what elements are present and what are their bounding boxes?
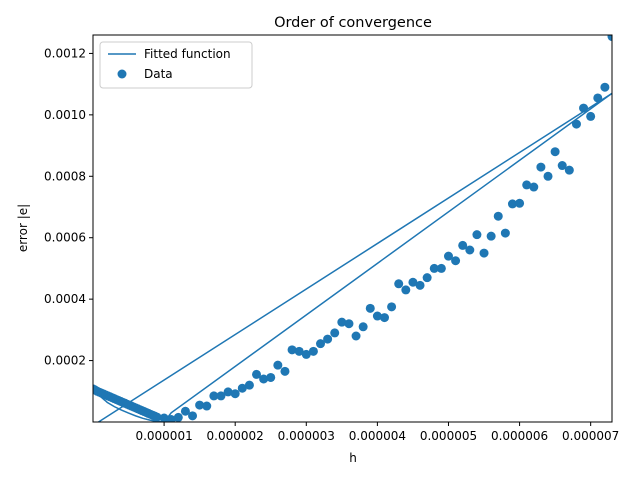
- legend-label-data: Data: [144, 67, 173, 81]
- data-point: [579, 103, 589, 113]
- data-point: [401, 285, 411, 295]
- data-point: [564, 165, 574, 175]
- x-tick-label: 0.000007: [562, 429, 619, 443]
- legend: Fitted function Data: [99, 41, 253, 89]
- data-point: [209, 391, 219, 401]
- data-point: [351, 331, 361, 341]
- data-point: [429, 263, 439, 273]
- data-point: [287, 345, 297, 355]
- data-point: [230, 389, 240, 399]
- plot-area: [92, 34, 613, 423]
- data-point: [458, 240, 468, 250]
- data-point: [586, 111, 596, 121]
- data-point: [479, 248, 489, 258]
- data-point: [337, 317, 347, 327]
- data-point: [166, 415, 176, 422]
- data-point: [600, 82, 610, 92]
- legend-marker-swatch: [117, 69, 127, 79]
- data-point: [294, 346, 304, 356]
- y-axis: 0.0002 0.0004 0.0006 0.0008 0.0010 0.0012: [44, 46, 93, 368]
- x-tick-label: 0.000002: [207, 429, 264, 443]
- data-point: [188, 411, 198, 421]
- data-point: [259, 374, 269, 384]
- data-point: [557, 161, 567, 171]
- data-point: [344, 319, 354, 329]
- y-tick-label: 0.0006: [44, 231, 86, 245]
- data-point: [159, 413, 169, 422]
- data-point: [152, 412, 162, 422]
- data-point: [472, 230, 482, 240]
- data-point: [550, 147, 560, 157]
- legend-box: [99, 41, 253, 89]
- data-point: [365, 303, 375, 313]
- y-tick-label: 0.0010: [44, 108, 86, 122]
- data-point: [173, 412, 183, 422]
- data-point: [408, 277, 418, 287]
- y-tick-label: 0.0012: [44, 46, 86, 60]
- data-point: [536, 162, 546, 172]
- data-point: [436, 263, 446, 273]
- data-point: [372, 311, 382, 321]
- data-point: [451, 256, 461, 266]
- x-tick-label: 0.000003: [278, 429, 335, 443]
- x-axis: 0.000001 0.000002 0.000003 0.000004 0.000005…: [135, 422, 619, 443]
- data-point: [323, 334, 333, 344]
- data-point: [301, 349, 311, 359]
- data-point: [266, 372, 276, 382]
- data-point: [529, 182, 539, 192]
- x-tick-label: 0.000005: [420, 429, 477, 443]
- data-point: [280, 366, 290, 376]
- data-point: [415, 280, 425, 290]
- data-point: [486, 231, 496, 241]
- data-point: [252, 369, 262, 379]
- y-tick-label: 0.0008: [44, 169, 86, 183]
- y-tick-label: 0.0004: [44, 292, 86, 306]
- data-point: [394, 279, 404, 289]
- data-point: [237, 383, 247, 393]
- plot-background: [93, 35, 612, 422]
- data-point: [500, 228, 510, 238]
- data-point: [202, 401, 212, 411]
- data-point: [543, 171, 553, 181]
- data-point: [244, 380, 254, 390]
- y-tick-label: 0.0002: [44, 354, 86, 368]
- chart-title: Order of convergence: [274, 15, 432, 31]
- data-point: [195, 400, 205, 410]
- data-point: [422, 273, 432, 283]
- fitted-function-line: [97, 92, 612, 422]
- data-point: [358, 322, 368, 332]
- data-point: [571, 119, 581, 129]
- x-tick-label: 0.000004: [349, 429, 406, 443]
- data-point: [515, 198, 525, 208]
- data-point: [522, 180, 532, 190]
- data-point: [465, 245, 475, 255]
- data-point: [216, 391, 226, 401]
- y-axis-label: error |e|: [16, 204, 30, 252]
- x-axis-label: h: [349, 451, 357, 465]
- data-point: [273, 360, 283, 370]
- series-layer: [93, 35, 612, 422]
- data-point: [443, 251, 453, 261]
- data-point: [607, 35, 612, 42]
- x-tick-label: 0.000001: [135, 429, 192, 443]
- x-tick-label: 0.000006: [491, 429, 548, 443]
- legend-label-fitted: Fitted function: [144, 47, 231, 61]
- data-point: [507, 199, 517, 209]
- data-point: [387, 302, 397, 312]
- data-point: [308, 346, 318, 356]
- data-point: [379, 313, 389, 323]
- plot-frame: [92, 34, 613, 423]
- data-point: [180, 406, 190, 416]
- data-point: [493, 211, 503, 221]
- data-point: [593, 93, 603, 103]
- data-point: [223, 387, 233, 397]
- data-point: [330, 328, 340, 338]
- data-point: [316, 339, 326, 349]
